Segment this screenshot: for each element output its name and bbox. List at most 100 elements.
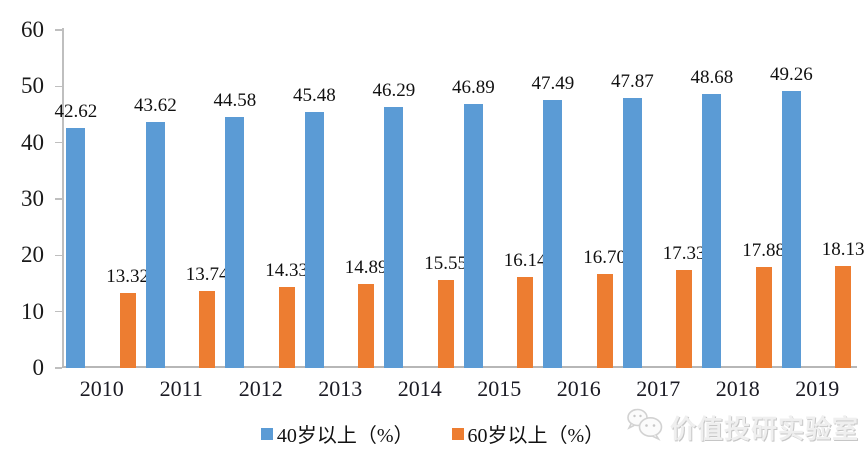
bar-col-60plus-2013: 14.89 bbox=[345, 30, 388, 368]
data-label-60plus-2015: 16.14 bbox=[503, 250, 547, 272]
bar-col-60plus-2011: 13.74 bbox=[186, 30, 229, 368]
bar-40plus-2012 bbox=[225, 116, 245, 368]
data-label-60plus-2010: 13.32 bbox=[106, 265, 149, 287]
data-label-40plus-2016: 47.49 bbox=[531, 73, 575, 95]
bar-col-60plus-2016: 16.70 bbox=[583, 30, 626, 368]
legend-marker-40plus-icon bbox=[260, 427, 273, 440]
x-axis-label-2013: 2013 bbox=[318, 376, 363, 401]
bar-60plus-2016 bbox=[596, 273, 613, 368]
bar-40plus-2018 bbox=[702, 93, 722, 368]
y-axis-label-60: 60 bbox=[21, 17, 44, 42]
data-label-40plus-2014: 46.29 bbox=[372, 80, 416, 102]
data-label-40plus-2012: 44.58 bbox=[213, 89, 257, 111]
data-label-40plus-2011: 43.62 bbox=[134, 95, 177, 117]
data-label-40plus-2010: 42.62 bbox=[54, 100, 98, 122]
bar-group-2012: 44.58 14.33 bbox=[214, 30, 308, 368]
bar-col-40plus-2013: 45.48 bbox=[293, 30, 336, 368]
bar-col-40plus-2018: 48.68 bbox=[690, 30, 734, 368]
bar-group-2018: 48.68 17.88 bbox=[691, 30, 785, 368]
bar-group-2015: 46.89 16.14 bbox=[452, 30, 547, 368]
bar-60plus-2017 bbox=[676, 270, 693, 368]
y-axis-tick-60 bbox=[55, 29, 62, 31]
data-label-60plus-2012: 14.33 bbox=[265, 260, 308, 282]
y-axis-label-40: 40 bbox=[21, 129, 44, 155]
y-axis-tick-20 bbox=[55, 254, 62, 257]
bar-group-2011: 43.62 13.74 bbox=[134, 30, 229, 368]
data-label-60plus-2018: 17.88 bbox=[742, 240, 785, 262]
bar-col-60plus-2012: 14.33 bbox=[265, 30, 308, 368]
bar-col-40plus-2014: 46.29 bbox=[372, 30, 416, 368]
bar-group-2014: 46.29 15.55 bbox=[373, 30, 467, 368]
bar-40plus-2014 bbox=[384, 107, 404, 368]
bar-60plus-2015 bbox=[517, 277, 534, 368]
data-label-60plus-2017: 17.33 bbox=[662, 243, 706, 265]
data-label-60plus-2011: 13.74 bbox=[185, 263, 229, 285]
data-label-40plus-2019: 49.26 bbox=[770, 63, 813, 85]
legend: 40岁以上（%） 60岁以上（%） bbox=[0, 419, 865, 448]
bar-40plus-2010 bbox=[66, 127, 86, 368]
bar-col-60plus-2014: 15.55 bbox=[424, 30, 467, 368]
bar-col-60plus-2018: 17.88 bbox=[742, 30, 785, 368]
bar-60plus-2019 bbox=[835, 265, 852, 368]
data-label-60plus-2014: 15.55 bbox=[424, 253, 467, 275]
bar-col-60plus-2017: 17.33 bbox=[663, 30, 706, 368]
bar-col-40plus-2015: 46.89 bbox=[452, 30, 495, 368]
x-axis-label-2019: 2019 bbox=[795, 376, 840, 401]
data-label-60plus-2019: 18.13 bbox=[821, 238, 865, 260]
bar-col-40plus-2017: 47.87 bbox=[611, 30, 654, 368]
y-axis-tick-0 bbox=[55, 367, 62, 369]
legend-label-60plus: 60岁以上（%） bbox=[467, 425, 605, 447]
bar-40plus-2019 bbox=[781, 90, 801, 368]
plot-area: 42.62 13.32 43.62 13.74 44.58 14.33 45.48 14.89… bbox=[55, 30, 865, 368]
legend-item-60plus: 60岁以上（%） bbox=[451, 419, 605, 448]
x-axis-label-2012: 2012 bbox=[238, 376, 283, 401]
bar-col-40plus-2011: 43.62 bbox=[134, 30, 177, 368]
legend-label-40plus: 40岁以上（%） bbox=[276, 425, 414, 447]
bar-40plus-2016 bbox=[543, 100, 563, 368]
bar-60plus-2018 bbox=[755, 267, 772, 368]
bar-60plus-2010 bbox=[119, 292, 136, 368]
x-axis-label-2018: 2018 bbox=[715, 376, 760, 401]
bar-60plus-2011 bbox=[199, 290, 216, 368]
bar-40plus-2017 bbox=[622, 98, 642, 368]
bar-group-2013: 45.48 14.89 bbox=[293, 30, 388, 368]
x-axis-line bbox=[62, 366, 857, 368]
x-axis-label-2014: 2014 bbox=[397, 376, 442, 401]
y-axis-tick-40 bbox=[55, 141, 62, 144]
bar-40plus-2011 bbox=[145, 122, 165, 368]
bar-60plus-2012 bbox=[278, 287, 295, 368]
legend-marker-60plus-icon bbox=[451, 427, 464, 440]
x-axis-label-2010: 2010 bbox=[79, 376, 124, 401]
y-axis-label-30: 30 bbox=[21, 186, 44, 211]
bar-group-2017: 47.87 17.33 bbox=[611, 30, 706, 368]
x-axis-label-2015: 2015 bbox=[477, 376, 522, 401]
bar-group-2016: 47.49 16.70 bbox=[532, 30, 626, 368]
data-label-40plus-2017: 47.87 bbox=[611, 71, 654, 93]
y-axis-tick-50 bbox=[55, 85, 62, 88]
data-label-40plus-2013: 45.48 bbox=[293, 84, 336, 106]
bar-col-40plus-2010: 42.62 bbox=[54, 30, 98, 368]
x-axis-label-2011: 2011 bbox=[159, 376, 203, 401]
bar-col-40plus-2019: 49.26 bbox=[770, 30, 813, 368]
bar-40plus-2015 bbox=[463, 103, 483, 368]
data-label-40plus-2018: 48.68 bbox=[690, 66, 734, 88]
bar-col-60plus-2019: 18.13 bbox=[822, 30, 865, 368]
y-axis-label-0: 0 bbox=[32, 355, 45, 380]
bar-group-2010: 42.62 13.32 bbox=[55, 30, 149, 368]
y-axis-label-10: 10 bbox=[21, 298, 44, 324]
x-axis-label-2017: 2017 bbox=[636, 376, 681, 401]
x-axis-label-2016: 2016 bbox=[556, 376, 601, 401]
bar-60plus-2013 bbox=[358, 284, 375, 368]
bar-col-60plus-2015: 16.14 bbox=[504, 30, 547, 368]
legend-item-40plus: 40岁以上（%） bbox=[260, 419, 414, 448]
bar-group-2019: 49.26 18.13 bbox=[770, 30, 865, 368]
bar-60plus-2014 bbox=[437, 280, 454, 368]
y-axis-label-20: 20 bbox=[21, 242, 44, 268]
y-axis-line bbox=[62, 28, 64, 368]
data-label-60plus-2016: 16.70 bbox=[583, 246, 626, 268]
bar-col-40plus-2016: 47.49 bbox=[531, 30, 575, 368]
bar-col-40plus-2012: 44.58 bbox=[213, 30, 257, 368]
y-axis-label-50: 50 bbox=[21, 73, 44, 99]
y-axis-tick-10 bbox=[55, 310, 62, 313]
